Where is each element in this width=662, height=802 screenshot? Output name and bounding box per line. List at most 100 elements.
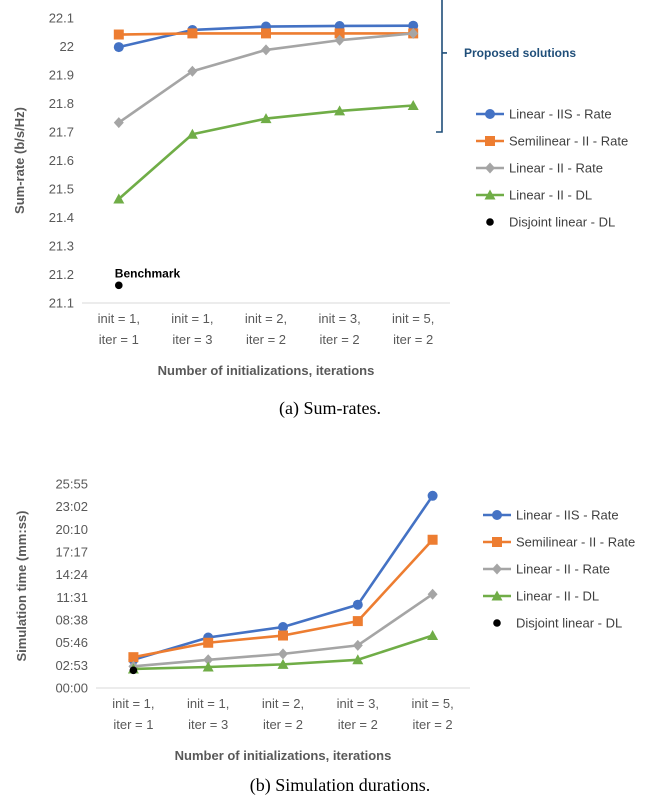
y-tick-label: 08:38 [55, 613, 88, 628]
y-tick-label: 14:24 [55, 567, 88, 582]
data-point-semilinear-ii-rate [203, 637, 214, 648]
y-tick-label: 17:17 [55, 545, 88, 560]
data-point-linear-iis-rate [427, 490, 438, 501]
x-axis-title: Number of initializations, iterations [158, 363, 375, 378]
data-point-linear-ii-dl [202, 661, 214, 672]
data-point-disjoint-linear-dl [115, 281, 123, 290]
x-axis-title: Number of initializations, iterations [175, 748, 392, 763]
legend-marker-linear-ii-dl [491, 590, 503, 601]
data-point-linear-ii-rate [408, 27, 419, 39]
y-tick-label: 22 [60, 39, 74, 54]
data-point-linear-ii-rate [261, 44, 271, 56]
legend-label-semilinear-ii-rate: Semilinear - II - Rate [509, 134, 628, 149]
y-tick-label: 00:00 [55, 681, 88, 696]
x-tick-label-line: init = 1, [98, 311, 140, 326]
y-axis-title: Sum-rate (b/s/Hz) [12, 107, 27, 214]
x-tick-label: init = 1, iter = 3 [187, 696, 229, 732]
x-tick-label: init = 1, iter = 1 [112, 696, 154, 732]
data-point-linear-ii-rate [187, 65, 198, 77]
x-tick-label-line: iter = 2 [413, 717, 453, 732]
y-tick-label: 02:53 [55, 658, 88, 673]
data-point-semilinear-ii-rate [113, 29, 124, 40]
x-tick-label: init = 3, iter = 2 [337, 696, 379, 732]
x-tick-label-line: init = 3, [318, 311, 360, 326]
legend-marker-linear-iis-rate [492, 510, 502, 520]
legend-marker-semilinear-ii-rate [485, 136, 495, 146]
legend-marker-disjoint-linear-dl [486, 218, 494, 226]
data-point-semilinear-ii-rate [128, 652, 139, 663]
data-point-linear-ii-dl [113, 193, 125, 204]
data-point-semilinear-ii-rate [334, 28, 345, 39]
data-point-linear-ii-dl [427, 630, 439, 641]
x-tick-label-line: iter = 2 [338, 717, 378, 732]
data-point-linear-ii-dl [407, 99, 419, 110]
legend-label-linear-ii-rate: Linear - II - Rate [509, 161, 603, 176]
y-tick-label: 21.5 [49, 182, 74, 197]
y-tick-label: 25:55 [55, 477, 88, 492]
data-point-semilinear-ii-rate [187, 28, 198, 39]
legend-marker-linear-iis-rate [485, 109, 495, 119]
legend-label-disjoint-linear-dl: Disjoint linear - DL [516, 616, 622, 631]
data-point-semilinear-ii-rate [261, 28, 271, 39]
figure-caption: (b) Simulation durations. [250, 775, 430, 796]
legend-marker-disjoint-linear-dl [493, 619, 501, 627]
data-point-linear-iis-rate [278, 621, 288, 632]
legend-label-linear-ii-dl: Linear - II - DL [516, 589, 599, 604]
data-point-linear-ii-dl [352, 654, 364, 665]
data-point-linear-iis-rate [113, 42, 124, 53]
data-point-linear-ii-dl [260, 113, 272, 124]
data-point-semilinear-ii-rate [352, 616, 363, 627]
y-tick-label: 21.8 [49, 96, 74, 111]
y-tick-label: 05:46 [55, 635, 88, 650]
y-tick-label: 20:10 [55, 522, 88, 537]
x-tick-label-line: init = 5, [392, 311, 434, 326]
x-tick-label-line: iter = 3 [188, 717, 228, 732]
legend-label-disjoint-linear-dl: Disjoint linear - DL [509, 215, 615, 230]
data-point-linear-ii-rate [278, 648, 288, 660]
x-tick-label-line: iter = 2 [263, 717, 303, 732]
legend-marker-linear-ii-rate [485, 162, 495, 174]
data-point-disjoint-linear-dl [129, 666, 138, 675]
x-tick-label-line: init = 1, [112, 696, 154, 711]
y-tick-label: 21.9 [49, 68, 74, 83]
x-tick-label-line: init = 2, [245, 311, 287, 326]
data-point-linear-ii-rate [334, 34, 345, 46]
data-point-linear-iis-rate [408, 20, 419, 31]
legend-label-linear-iis-rate: Linear - IIS - Rate [516, 508, 619, 523]
data-point-linear-ii-dl [277, 658, 289, 669]
x-tick-label-line: iter = 1 [99, 332, 139, 347]
y-axis-title: Simulation time (mm:ss) [14, 511, 29, 662]
proposed-bracket [436, 0, 447, 133]
x-tick-label-line: iter = 2 [320, 332, 360, 347]
data-point-linear-ii-dl [334, 105, 346, 116]
legend-label-semilinear-ii-rate: Semilinear - II - Rate [516, 535, 635, 550]
legend-label-linear-iis-rate: Linear - IIS - Rate [509, 107, 612, 122]
proposed-solutions-label: Proposed solutions [464, 46, 576, 60]
y-tick-label: 21.6 [49, 153, 74, 168]
x-tick-label-line: init = 3, [337, 696, 379, 711]
x-tick-label: init = 1, iter = 1 [98, 311, 140, 347]
x-tick-label-line: iter = 2 [246, 332, 286, 347]
x-tick-label: init = 2, iter = 2 [245, 311, 287, 347]
x-tick-label-line: iter = 3 [172, 332, 212, 347]
legend-marker-linear-ii-dl [484, 189, 496, 200]
data-point-linear-ii-rate [203, 654, 214, 666]
x-tick-label: init = 3, iter = 2 [318, 311, 360, 347]
x-tick-label-line: init = 2, [262, 696, 304, 711]
data-point-linear-ii-dl [186, 128, 198, 139]
y-tick-label: 21.1 [49, 296, 74, 311]
data-point-semilinear-ii-rate [427, 534, 438, 545]
data-point-linear-ii-rate [113, 117, 124, 129]
x-tick-label: init = 2, iter = 2 [262, 696, 304, 732]
y-tick-label: 21.3 [49, 239, 74, 254]
y-tick-label: 21.4 [49, 210, 74, 225]
y-tick-label: 11:31 [56, 590, 88, 605]
chart-a: 21.1 21.2 21.3 21.4 21.5 21.6 21.7 21.8 21.9 22 22… [12, 0, 628, 419]
y-tick-label: 21.7 [49, 125, 74, 140]
y-tick-label: 21.2 [49, 267, 74, 282]
benchmark-label: Benchmark [115, 266, 181, 280]
legend-marker-semilinear-ii-rate [492, 537, 502, 547]
data-point-linear-iis-rate [352, 599, 363, 610]
x-tick-label: init = 5, iter = 2 [411, 696, 453, 732]
